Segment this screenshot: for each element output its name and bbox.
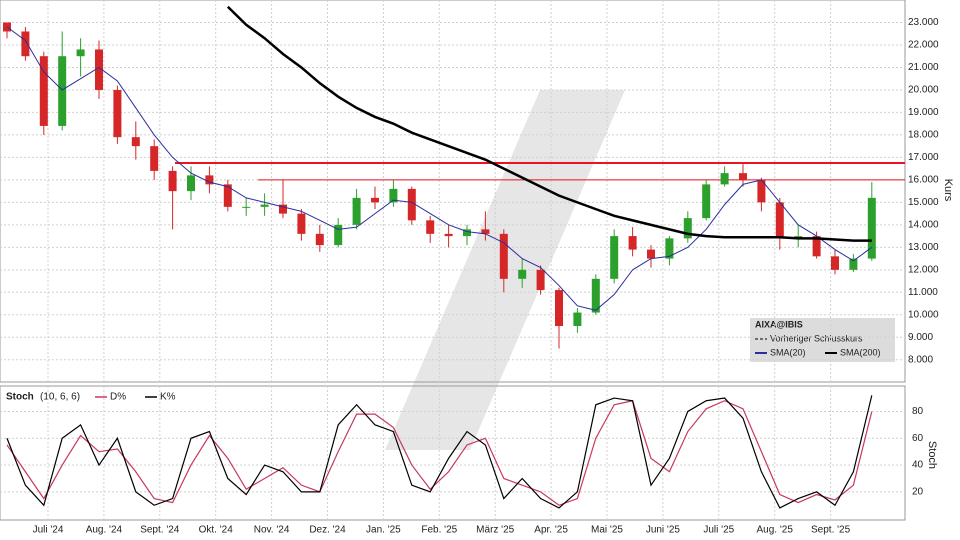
candle-body xyxy=(187,175,195,192)
candle-body xyxy=(536,269,545,291)
candle-body xyxy=(683,218,692,239)
candle-body xyxy=(665,238,674,259)
y-tick-label: 19.000 xyxy=(908,107,939,118)
candle-body xyxy=(463,229,471,237)
legend-entry: K% xyxy=(160,392,176,403)
panel-subtitle: (10, 6, 6) xyxy=(40,392,80,403)
candle-body xyxy=(389,188,398,203)
candle-body xyxy=(131,137,140,147)
legend-entry: D% xyxy=(110,392,126,403)
legend-entry: SMA(200) xyxy=(840,347,881,357)
y-tick-label: 9.000 xyxy=(908,332,933,343)
y-tick-label: 40 xyxy=(912,460,924,471)
legend-title: AIXA@IBIS xyxy=(755,319,803,329)
y-tick-label: 20.000 xyxy=(908,85,939,96)
candle-body xyxy=(555,290,563,327)
candle-body xyxy=(628,236,637,250)
candle-body xyxy=(279,204,287,214)
price-frame xyxy=(0,0,906,383)
y-tick-label: 16.000 xyxy=(908,175,939,186)
candle-body xyxy=(831,256,839,270)
x-tick-label: Sept. '25 xyxy=(811,525,851,536)
candle-body xyxy=(150,146,159,171)
y-tick-label: 10.000 xyxy=(908,309,939,320)
candle-body xyxy=(499,233,508,279)
panel-title: Stoch xyxy=(6,392,34,403)
candle-body xyxy=(444,233,453,237)
candle-body xyxy=(867,197,876,259)
series-line xyxy=(6,26,873,311)
candle-body xyxy=(518,269,527,279)
y-tick-label: 13.000 xyxy=(908,242,939,253)
candle-body xyxy=(95,49,103,90)
series-line xyxy=(226,5,872,242)
legend-entry: SMA(20) xyxy=(770,347,806,357)
x-tick-label: Juli '24 xyxy=(33,525,64,536)
candle-body xyxy=(849,258,858,270)
candle-body xyxy=(757,179,766,203)
candle-body xyxy=(260,204,269,207)
candle-body xyxy=(315,233,324,246)
candle-body xyxy=(610,236,619,279)
candle-body xyxy=(812,236,821,257)
y-tick-label: 23.000 xyxy=(908,17,939,28)
y-tick-label: 11.000 xyxy=(908,287,938,298)
candle-body xyxy=(352,197,361,225)
candle-body xyxy=(205,175,214,185)
x-tick-label: Juni '25 xyxy=(646,525,681,536)
x-tick-label: Okt. '24 xyxy=(199,525,234,536)
y-axis-title: Kurs xyxy=(942,179,954,202)
y-tick-label: 8.000 xyxy=(908,354,933,365)
candle-body xyxy=(720,173,729,185)
y-tick-label: 20 xyxy=(912,487,924,498)
y-tick-label: 14.000 xyxy=(908,219,939,230)
candle-body xyxy=(407,188,416,221)
candle-body xyxy=(58,56,67,126)
series-line xyxy=(6,395,873,509)
x-tick-label: Dez. '24 xyxy=(309,525,346,536)
candle-body xyxy=(739,173,747,180)
y-tick-label: 18.000 xyxy=(908,130,939,141)
candle-body xyxy=(21,31,30,57)
candle-body xyxy=(168,170,177,192)
x-tick-label: Aug. '25 xyxy=(757,525,794,536)
x-tick-label: Aug. '24 xyxy=(86,525,123,536)
legend-box xyxy=(750,318,895,362)
y-tick-label: 17.000 xyxy=(908,152,939,163)
candle-body xyxy=(113,89,122,138)
candle-body xyxy=(591,278,600,313)
candle-body xyxy=(775,202,784,239)
candle-body xyxy=(371,197,379,203)
x-tick-label: Juli '25 xyxy=(703,525,734,536)
candle-body xyxy=(702,184,711,219)
y-tick-label: 22.000 xyxy=(908,40,939,51)
x-tick-label: Nov. '24 xyxy=(254,525,290,536)
candle-body xyxy=(39,56,48,126)
candle-body xyxy=(573,312,582,327)
candle-body xyxy=(481,229,490,234)
candle-body xyxy=(334,224,343,246)
y-tick-label: 80 xyxy=(912,406,924,417)
y-tick-label: 12.000 xyxy=(908,264,939,275)
x-tick-label: Sept. '24 xyxy=(140,525,180,536)
y-axis-title: Stoch xyxy=(926,441,938,469)
stoch-frame xyxy=(0,385,906,521)
legend-entry: Vorheriger Schlusskurs xyxy=(770,333,863,343)
candle-body xyxy=(297,213,306,234)
x-tick-label: März '25 xyxy=(476,525,514,536)
x-tick-label: Jan. '25 xyxy=(366,525,401,536)
x-tick-label: Mai '25 xyxy=(591,525,623,536)
y-tick-label: 21.000 xyxy=(908,62,939,73)
y-tick-label: 60 xyxy=(912,433,924,444)
candle-body xyxy=(223,184,232,207)
candle-body xyxy=(426,220,435,234)
candle-body xyxy=(647,249,655,259)
x-tick-label: Feb. '25 xyxy=(421,525,457,536)
candle-body xyxy=(242,206,251,208)
candle-body xyxy=(76,49,85,57)
y-tick-label: 15.000 xyxy=(908,197,939,208)
x-tick-label: Apr. '25 xyxy=(534,525,568,536)
